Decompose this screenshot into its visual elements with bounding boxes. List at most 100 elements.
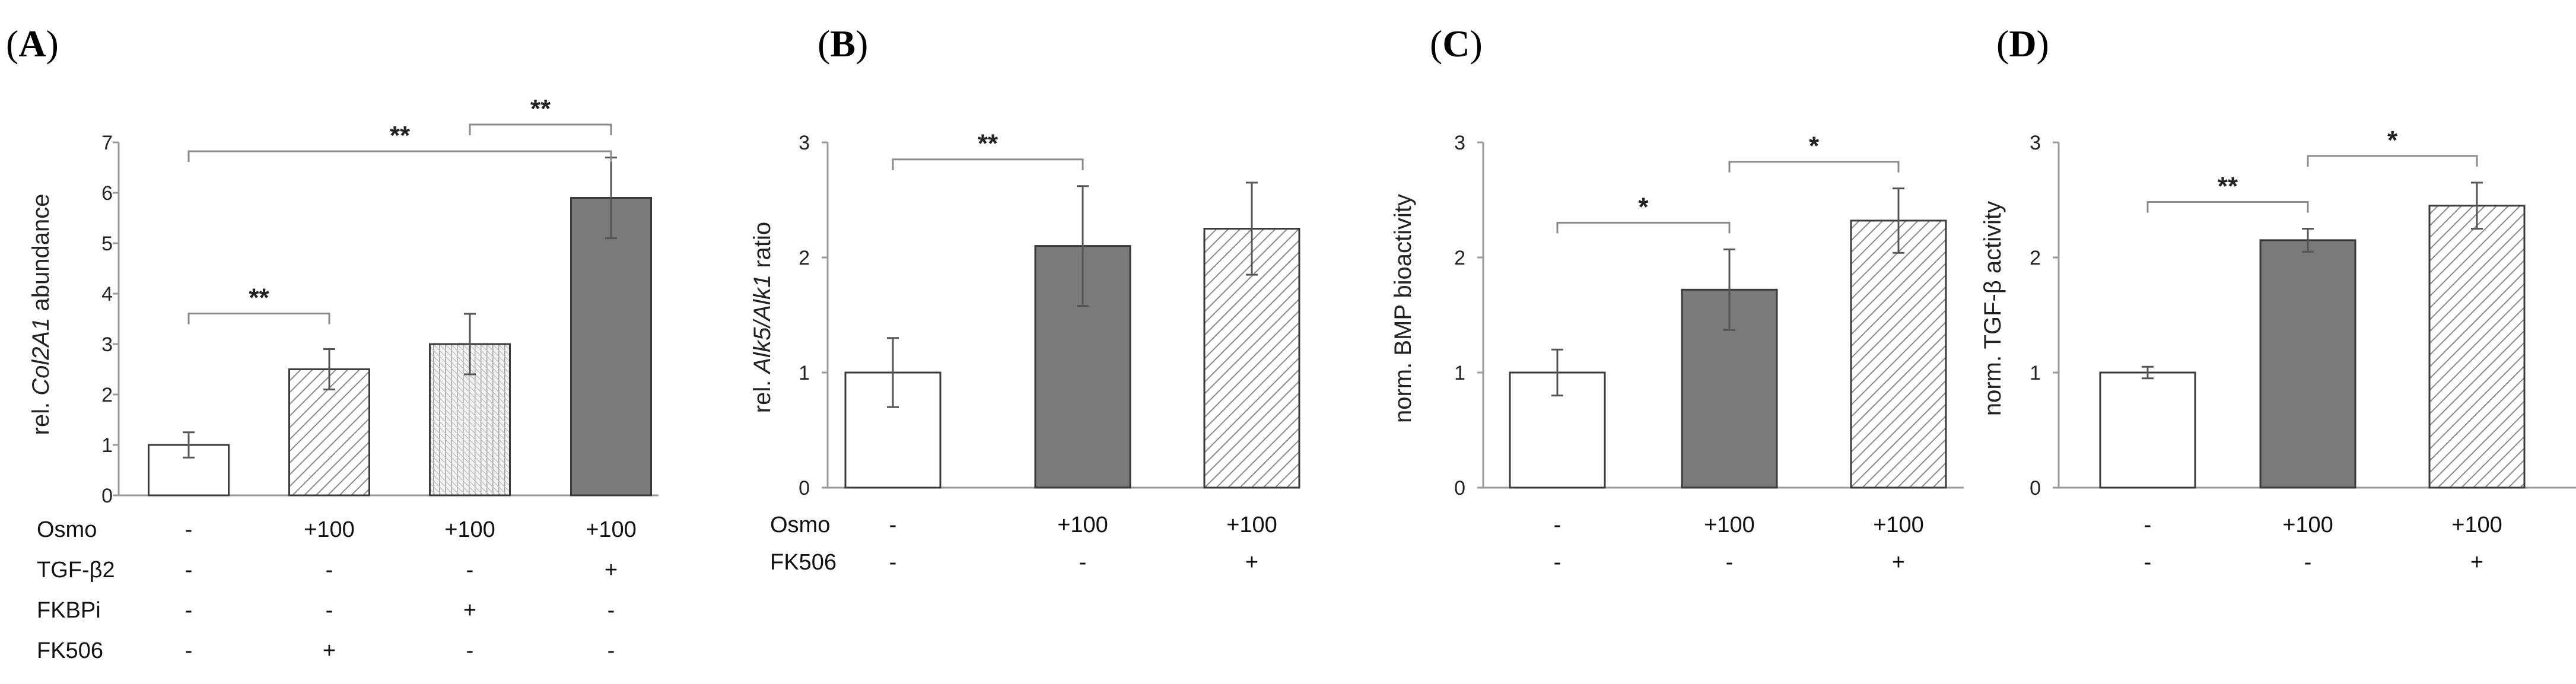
significance-bracket: * (1556, 192, 1731, 234)
y-tick-label: 0 (101, 485, 113, 507)
condition-name: FK506 (37, 638, 103, 663)
significance-bracket: ** (2146, 172, 2309, 213)
condition-value: + (463, 598, 476, 623)
condition-value: - (608, 638, 615, 663)
error-bar-3 (1893, 187, 1904, 254)
condition-value: - (2144, 550, 2152, 575)
y-tick-label: 7 (101, 132, 113, 154)
significance-bracket: * (1728, 132, 1900, 173)
y-tick-label: 0 (2030, 477, 2041, 500)
bar-3 (429, 343, 511, 497)
significance-bracket: * (2307, 126, 2478, 167)
condition-value: +100 (2282, 513, 2333, 537)
bar-2 (288, 368, 370, 497)
condition-value: +100 (1873, 513, 1924, 537)
condition-value: - (608, 598, 615, 623)
y-axis-label: norm. BMP bioactivity (1390, 194, 1416, 423)
condition-value: - (185, 517, 193, 542)
condition-name: TGF-β2 (37, 558, 115, 583)
condition-value: +100 (2451, 513, 2502, 537)
error-bar-2 (323, 348, 335, 390)
error-bar-1 (183, 431, 195, 459)
y-axis-label: rel. Col2A1 abundance (28, 194, 54, 435)
error-bar-1 (1551, 348, 1563, 397)
condition-value: + (323, 638, 336, 663)
error-bar-3 (1246, 182, 1258, 276)
y-tick-label: 2 (2030, 247, 2041, 269)
error-bar-1 (2142, 365, 2154, 380)
significance-label: * (1638, 192, 1649, 221)
condition-name: Osmo (37, 517, 97, 542)
bar-3 (1850, 219, 1947, 489)
bar-1 (2099, 371, 2196, 489)
y-axis-label: norm. TGF-β activity (1980, 201, 2006, 416)
y-tick-label: 4 (101, 283, 113, 306)
y-tick-label: 6 (101, 182, 113, 205)
condition-value: - (2304, 550, 2312, 575)
condition-name: FKBPi (37, 598, 101, 623)
significance-bracket: ** (469, 94, 612, 135)
y-tick-label: 1 (799, 362, 810, 384)
condition-value: - (1554, 513, 1561, 537)
condition-value: +100 (1057, 513, 1108, 537)
significance-bracket: ** (187, 121, 612, 162)
significance-label: ** (978, 129, 998, 158)
condition-value: - (889, 550, 897, 575)
condition-value: + (1245, 550, 1258, 575)
condition-value: - (185, 558, 193, 583)
condition-value: + (1892, 550, 1905, 575)
y-tick-label: 5 (101, 233, 113, 255)
error-bar-2 (1723, 248, 1735, 331)
condition-value: - (1554, 550, 1561, 575)
condition-value: - (466, 558, 474, 583)
significance-bracket: ** (187, 284, 330, 324)
error-bar-2 (1077, 185, 1089, 307)
condition-value: - (185, 598, 193, 623)
condition-value: + (2470, 550, 2483, 575)
error-bar-1 (887, 337, 899, 408)
error-bar-3 (464, 313, 476, 376)
condition-value: - (889, 513, 897, 537)
y-tick-label: 3 (2030, 132, 2041, 154)
condition-value: - (185, 638, 193, 663)
condition-value: - (326, 598, 333, 623)
y-tick-label: 2 (799, 247, 810, 269)
panel-label-A: (A) (6, 23, 59, 65)
condition-value: + (605, 558, 618, 583)
panel-A: (A) 0 1 2 3 4 5 6 7 rel. Col2A1 abundance ** ** ** Os… (6, 23, 659, 663)
condition-value: - (466, 638, 474, 663)
y-tick-label: 2 (101, 384, 113, 406)
panel-B: (B) 0 1 2 3 rel. Alk5/Alk1 ratio ** Osmo - +100 +1… (749, 23, 1300, 575)
panel-C: (C) 0 1 2 3 norm. BMP bioactivity * * - +100 +100 -… (1390, 23, 1964, 575)
y-tick-label: 0 (799, 477, 810, 500)
condition-name: FK506 (770, 550, 837, 575)
panel-label-D: (D) (1996, 23, 2049, 65)
significance-label: ** (390, 121, 411, 150)
y-axis-label: rel. Alk5/Alk1 ratio (749, 222, 775, 413)
y-tick-label: 0 (1454, 477, 1465, 500)
y-tick-label: 1 (101, 434, 113, 457)
y-tick-label: 3 (799, 132, 810, 154)
y-tick-label: 1 (1454, 362, 1465, 384)
bar-3 (2428, 205, 2526, 489)
condition-name: Osmo (770, 513, 830, 537)
condition-value: +100 (1226, 513, 1277, 537)
significance-label: * (2387, 126, 2398, 155)
panel-label-B: (B) (818, 23, 868, 65)
error-bar-3 (2471, 182, 2483, 230)
condition-value: - (1726, 550, 1734, 575)
condition-value: +100 (444, 517, 495, 542)
significance-bracket: ** (892, 129, 1084, 170)
significance-label: ** (2218, 172, 2238, 201)
y-tick-label: 1 (2030, 362, 2041, 384)
condition-value: - (2144, 513, 2152, 537)
condition-value: +100 (304, 517, 355, 542)
bar-2 (2259, 239, 2356, 489)
significance-label: ** (530, 94, 551, 123)
condition-value: +100 (1704, 513, 1755, 537)
y-tick-label: 3 (101, 333, 113, 356)
y-tick-label: 2 (1454, 247, 1465, 269)
error-bar-2 (2302, 228, 2314, 253)
